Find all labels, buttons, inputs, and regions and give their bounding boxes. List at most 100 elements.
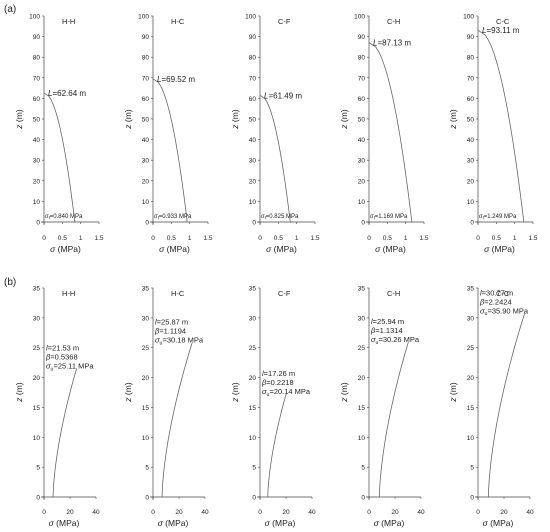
chart-b-c-f: C-F 0 5 10 15 20 25 30 35 0 20 40 σ (MPa) z (m) l=17.2… — [230, 286, 316, 529]
y-tick-label: 90 — [358, 34, 366, 41]
y-tick-label: 40 — [249, 137, 257, 144]
chart-title: C-C — [496, 289, 510, 298]
stress-curve — [259, 94, 291, 223]
y-tick-label: 30 — [33, 158, 41, 165]
x-tick-label: 0 — [258, 235, 262, 242]
x-tick-label: 0 — [367, 509, 371, 516]
annotation-sigma-u: σu=25.11 MPa — [46, 361, 94, 372]
x-tick-label: 1.5 — [94, 235, 103, 242]
y-axis-label: z (m) — [14, 109, 24, 130]
chart-b-c-c: C-C 0 5 10 15 20 25 30 35 0 20 40 σ (MPa) z (m) l=30.7… — [448, 286, 534, 529]
annotation-sigma-u: σu=30.18 MPa — [155, 336, 204, 347]
y-tick-label: 5 — [361, 465, 365, 472]
x-tick-label: 0 — [476, 509, 480, 516]
y-tick-label: 25 — [33, 345, 41, 352]
y-tick-label: 20 — [249, 375, 257, 382]
y-tick-label: 0 — [252, 220, 256, 227]
y-tick-label: 100 — [463, 14, 474, 21]
chart-title: C-F — [278, 289, 291, 298]
annotation-sigma-f: σf=0.840 MPa — [45, 214, 83, 221]
x-tick-label: 0.5 — [58, 235, 67, 242]
annotation-sigma-u: σu=30.26 MPa — [371, 335, 420, 346]
y-tick-label: 90 — [33, 34, 41, 41]
chart-a-c-f: C-F 0 10 20 30 40 50 60 70 80 90 100 0 0.5 1 1.5 σ (MPa)… — [230, 14, 320, 255]
y-tick-label: 70 — [142, 75, 150, 82]
y-tick-label: 80 — [358, 55, 366, 62]
x-axis-label: σ (MPa) — [484, 244, 515, 254]
annotation-beta: β=0.2218 — [261, 378, 294, 387]
y-tick-label: 40 — [358, 137, 366, 144]
panel-label-b: (b) — [4, 277, 16, 288]
annotation-beta: β=1.1314 — [370, 326, 403, 335]
y-tick-label: 90 — [467, 34, 475, 41]
y-tick-label: 20 — [142, 178, 150, 185]
y-axis-label: z (m) — [448, 382, 458, 403]
chart-title: H-H — [62, 289, 75, 298]
x-tick-label: 1.5 — [419, 235, 428, 242]
y-tick-label: 30 — [142, 315, 150, 322]
y-tick-label: 0 — [361, 220, 365, 227]
y-tick-label: 60 — [142, 96, 150, 103]
annotation-length: l=25.94 m — [371, 317, 404, 326]
x-tick-label: 40 — [92, 509, 100, 516]
y-tick-label: 40 — [142, 137, 150, 144]
y-tick-label: 20 — [142, 375, 150, 382]
y-axis-label: z (m) — [123, 382, 133, 403]
stress-curve — [52, 368, 78, 498]
annotation-sigma-u: σu=35.90 MPa — [480, 306, 529, 317]
x-tick-label: 0 — [258, 509, 262, 516]
y-tick-label: 0 — [361, 495, 365, 502]
x-tick-label: 1 — [404, 235, 408, 242]
y-tick-label: 35 — [358, 286, 366, 293]
y-tick-label: 15 — [33, 405, 41, 412]
y-tick-label: 100 — [29, 14, 40, 21]
x-tick-label: 1 — [188, 235, 192, 242]
y-tick-label: 10 — [358, 199, 366, 206]
y-tick-label: 15 — [249, 405, 257, 412]
y-tick-label: 0 — [470, 220, 474, 227]
annotation-beta: β=1.1194 — [154, 327, 186, 336]
y-tick-label: 35 — [249, 286, 257, 293]
x-tick-label: 0 — [42, 509, 46, 516]
stress-curve — [379, 341, 409, 498]
chart-a-c-c: C-C 0 10 20 30 40 50 60 70 80 90 100 0 0.5 1 1.5 σ (MPa)… — [448, 14, 538, 255]
y-tick-label: 5 — [145, 465, 149, 472]
chart-title: C-H — [387, 17, 400, 26]
y-tick-label: 50 — [358, 117, 366, 124]
y-tick-label: 10 — [249, 435, 257, 442]
y-axis-label: z (m) — [448, 109, 458, 130]
y-tick-label: 20 — [467, 375, 475, 382]
chart-b-h-h: H-H 0 5 10 15 20 25 30 35 0 20 40 σ (MPa) z (m) l=21.5… — [14, 286, 100, 529]
x-tick-label: 0 — [367, 235, 371, 242]
x-axis-label: σ (MPa) — [266, 244, 297, 254]
y-tick-label: 50 — [33, 117, 41, 124]
x-tick-label: 40 — [308, 509, 316, 516]
annotation-length: L=62.64 m — [48, 89, 86, 98]
stress-curve — [152, 78, 188, 223]
y-tick-label: 10 — [33, 199, 41, 206]
y-tick-label: 10 — [33, 435, 41, 442]
chart-b-c-h: C-H 0 5 10 15 20 25 30 35 0 20 40 σ (MPa) z (m) l=25.9… — [339, 286, 425, 529]
x-tick-label: 0 — [42, 235, 46, 242]
y-tick-label: 30 — [358, 158, 366, 165]
x-tick-label: 20 — [175, 509, 183, 516]
y-tick-label: 70 — [249, 75, 257, 82]
y-tick-label: 20 — [358, 178, 366, 185]
x-tick-label: 0.5 — [167, 235, 176, 242]
y-tick-label: 35 — [142, 286, 150, 293]
annotation-sigma-f: σf=0.825 MPa — [261, 214, 299, 221]
y-tick-label: 10 — [467, 435, 475, 442]
annotation-beta: β=2.2424 — [479, 297, 512, 306]
y-axis-label: z (m) — [123, 109, 133, 130]
y-tick-label: 25 — [249, 345, 257, 352]
x-axis-label: σ (MPa) — [375, 244, 406, 254]
x-tick-label: 1 — [79, 235, 83, 242]
x-tick-label: 0.5 — [274, 235, 283, 242]
y-tick-label: 0 — [252, 495, 256, 502]
y-tick-label: 15 — [142, 405, 150, 412]
y-tick-label: 40 — [33, 137, 41, 144]
x-axis-label: σ (MPa) — [374, 518, 405, 528]
chart-a-h-c: H-C 0 10 20 30 40 50 60 70 80 90 100 0 0.5 1 1.5 σ (MPa)… — [123, 14, 213, 255]
y-tick-label: 90 — [249, 34, 257, 41]
